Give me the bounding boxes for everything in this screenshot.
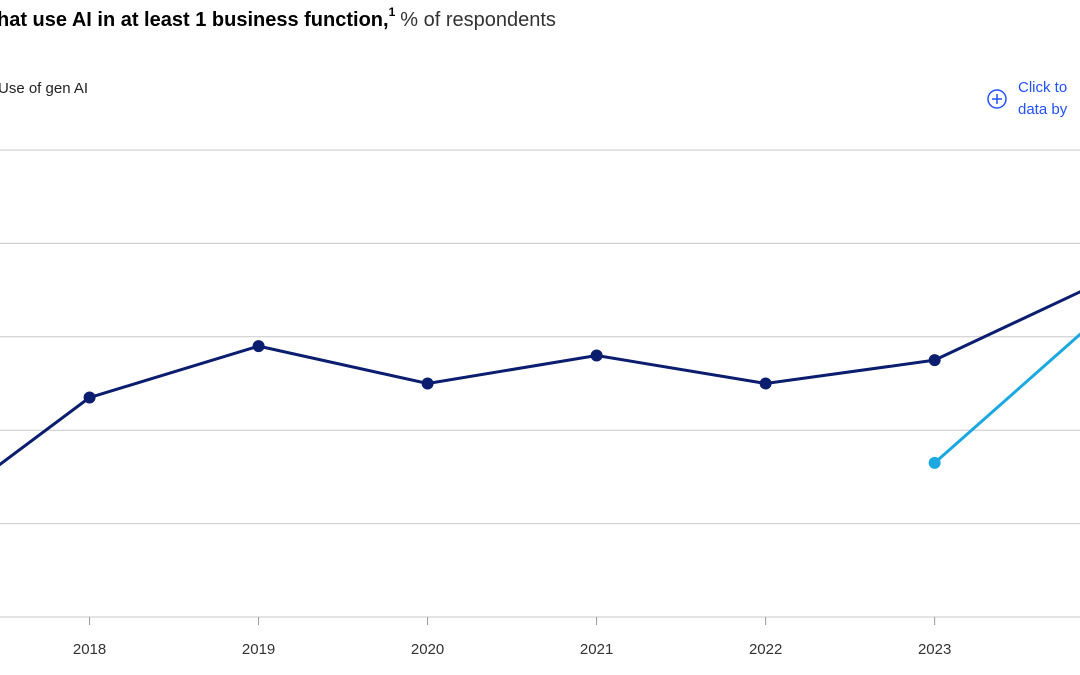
x-tick-label: 2019 bbox=[242, 641, 275, 658]
plus-icon[interactable] bbox=[987, 89, 1007, 109]
data-point bbox=[759, 377, 772, 390]
legend: Use of gen AI bbox=[0, 80, 88, 97]
subtitle: % of respondents bbox=[400, 9, 556, 31]
legend-label: Use of gen AI bbox=[0, 80, 88, 97]
data-point bbox=[421, 377, 434, 390]
x-tick-label: 2022 bbox=[749, 641, 782, 658]
x-tick-label: 2020 bbox=[411, 641, 444, 658]
series-line bbox=[0, 290, 1080, 467]
data-point bbox=[928, 354, 941, 367]
expand-button[interactable]: Click to data by bbox=[987, 79, 1068, 118]
data-point bbox=[252, 340, 265, 353]
x-tick-label: 2018 bbox=[73, 641, 106, 658]
button-label[interactable]: Click to bbox=[1018, 79, 1067, 96]
data-point bbox=[590, 349, 603, 362]
data-point bbox=[83, 391, 96, 404]
title-footnote: 1 bbox=[389, 5, 396, 19]
x-tick-label: 2021 bbox=[580, 641, 613, 658]
series-line bbox=[933, 332, 1080, 465]
chart-title: hat use AI in at least 1 business functi… bbox=[0, 5, 556, 31]
grid: 2018 2019 2020 2021 2022 2023 bbox=[0, 149, 1080, 658]
plot bbox=[0, 290, 1080, 469]
data-point bbox=[928, 456, 941, 469]
x-tick-label: 2023 bbox=[918, 641, 951, 658]
button-label[interactable]: data by bbox=[1018, 101, 1068, 118]
title-text: hat use AI in at least 1 business functi… bbox=[0, 9, 389, 31]
